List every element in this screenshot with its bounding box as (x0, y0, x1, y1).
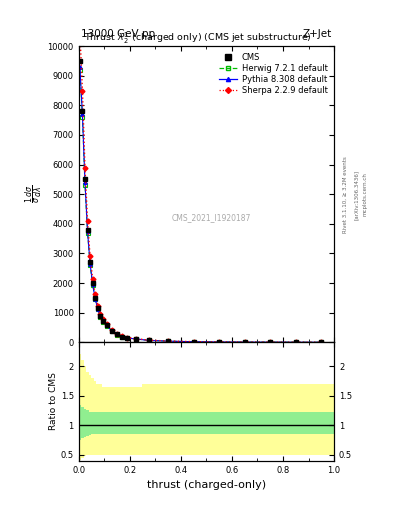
Text: mcplots.cern.ch: mcplots.cern.ch (362, 173, 367, 217)
Text: Rivet 3.1.10, ≥ 3.2M events: Rivet 3.1.10, ≥ 3.2M events (343, 156, 348, 233)
Text: [arXiv:1306.3436]: [arXiv:1306.3436] (354, 169, 359, 220)
X-axis label: thrust (charged-only): thrust (charged-only) (147, 480, 266, 490)
Y-axis label: Ratio to CMS: Ratio to CMS (49, 373, 58, 431)
Text: 13000 GeV pp: 13000 GeV pp (81, 29, 155, 39)
Y-axis label: $\frac{1}{\sigma}\frac{d\sigma}{d\lambda}$: $\frac{1}{\sigma}\frac{d\sigma}{d\lambda… (23, 185, 45, 203)
Text: CMS_2021_I1920187: CMS_2021_I1920187 (172, 214, 251, 222)
Legend: CMS, Herwig 7.2.1 default, Pythia 8.308 default, Sherpa 2.2.9 default: CMS, Herwig 7.2.1 default, Pythia 8.308 … (217, 50, 330, 97)
Text: Thrust $\lambda_2^1$ (charged only) (CMS jet substructure): Thrust $\lambda_2^1$ (charged only) (CMS… (84, 31, 312, 46)
Text: Z+Jet: Z+Jet (303, 29, 332, 39)
